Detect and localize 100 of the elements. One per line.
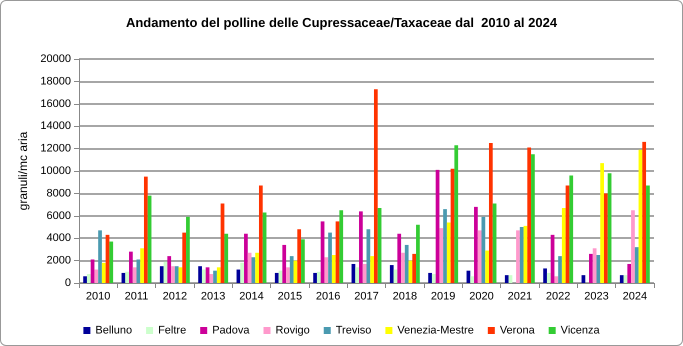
bar bbox=[286, 267, 290, 283]
bar bbox=[646, 186, 650, 283]
bar bbox=[236, 270, 240, 283]
bar bbox=[244, 234, 248, 283]
bar bbox=[339, 210, 344, 283]
bar bbox=[378, 208, 382, 283]
bar bbox=[140, 248, 144, 283]
bar bbox=[482, 216, 486, 283]
bar bbox=[148, 196, 152, 283]
x-tick-label: 2017 bbox=[354, 290, 379, 302]
bar bbox=[83, 276, 87, 283]
bar bbox=[213, 270, 217, 283]
legend-label: Padova bbox=[212, 324, 250, 336]
bar bbox=[278, 270, 282, 283]
bar bbox=[109, 242, 114, 283]
bar bbox=[258, 186, 263, 283]
bar bbox=[631, 210, 635, 283]
bar bbox=[478, 230, 482, 283]
legend-label: Feltre bbox=[158, 324, 186, 336]
bar bbox=[198, 266, 202, 283]
bar bbox=[94, 270, 98, 283]
y-tick-label: 20000 bbox=[40, 53, 71, 65]
bar bbox=[262, 212, 266, 283]
x-tick-label: 2013 bbox=[200, 290, 226, 302]
y-tick-label: 18000 bbox=[40, 75, 71, 88]
y-tick-label: 14000 bbox=[40, 120, 71, 132]
bar bbox=[98, 230, 102, 283]
x-tick-label: 2016 bbox=[316, 290, 340, 302]
bar bbox=[313, 272, 317, 283]
bar bbox=[454, 145, 458, 283]
bar bbox=[355, 267, 360, 283]
x-tick-label: 2022 bbox=[546, 290, 570, 302]
bar bbox=[624, 275, 628, 283]
bar bbox=[488, 143, 493, 283]
bar bbox=[328, 232, 332, 283]
bar bbox=[608, 173, 612, 283]
bar bbox=[209, 274, 214, 283]
y-tick-label: 0 bbox=[64, 277, 71, 289]
y-tick-label: 2000 bbox=[46, 254, 71, 267]
y-tick-label: 12000 bbox=[40, 142, 71, 155]
bar bbox=[282, 244, 286, 283]
bar bbox=[562, 208, 566, 283]
bar bbox=[132, 267, 136, 283]
bar bbox=[125, 272, 130, 283]
bar bbox=[546, 272, 551, 283]
y-tick-label: 6000 bbox=[46, 210, 71, 222]
bar bbox=[401, 252, 405, 283]
legend-label: Belluno bbox=[95, 324, 132, 336]
bar bbox=[492, 203, 496, 283]
bar bbox=[604, 193, 608, 283]
bar bbox=[362, 264, 366, 283]
bar bbox=[374, 89, 378, 283]
bar bbox=[216, 267, 221, 283]
bar bbox=[294, 260, 298, 283]
bar bbox=[508, 275, 512, 283]
bar bbox=[240, 262, 244, 283]
bar bbox=[416, 224, 420, 283]
x-tick-label: 2019 bbox=[430, 290, 456, 302]
bar bbox=[182, 232, 186, 283]
bar bbox=[206, 267, 210, 283]
bar bbox=[558, 256, 562, 283]
bar bbox=[178, 267, 182, 283]
bar bbox=[443, 209, 447, 283]
y-axis-title: granuli/mc aria bbox=[16, 131, 30, 210]
bar bbox=[366, 229, 370, 283]
bar bbox=[106, 234, 110, 283]
bar bbox=[600, 163, 604, 283]
bar bbox=[394, 270, 398, 283]
bar bbox=[174, 266, 179, 283]
bar bbox=[446, 222, 451, 283]
bar bbox=[550, 234, 554, 283]
bar bbox=[620, 275, 624, 283]
x-tick-label: 2021 bbox=[508, 290, 532, 302]
bar bbox=[596, 255, 600, 283]
bar bbox=[412, 254, 416, 283]
bar bbox=[370, 256, 374, 283]
bar bbox=[520, 227, 524, 283]
bar bbox=[408, 260, 412, 283]
bar bbox=[336, 221, 340, 283]
bar bbox=[255, 252, 259, 283]
bar bbox=[332, 255, 336, 283]
bar bbox=[102, 262, 106, 283]
legend-label: Rovigo bbox=[276, 324, 310, 336]
legend-label: Vicenza bbox=[560, 324, 600, 336]
bar bbox=[397, 234, 402, 283]
bar bbox=[160, 266, 164, 283]
bar bbox=[634, 247, 639, 283]
bar bbox=[390, 265, 394, 283]
bar bbox=[504, 275, 509, 283]
bar bbox=[569, 175, 574, 283]
bar bbox=[122, 272, 126, 283]
bar bbox=[524, 226, 528, 283]
y-tick-label: 16000 bbox=[40, 98, 71, 110]
x-tick-label: 2015 bbox=[278, 290, 302, 302]
bar bbox=[592, 248, 596, 283]
x-tick-label: 2020 bbox=[469, 290, 494, 302]
bar bbox=[432, 274, 436, 283]
bar bbox=[582, 275, 586, 283]
bar bbox=[470, 276, 474, 283]
bar bbox=[129, 252, 133, 283]
